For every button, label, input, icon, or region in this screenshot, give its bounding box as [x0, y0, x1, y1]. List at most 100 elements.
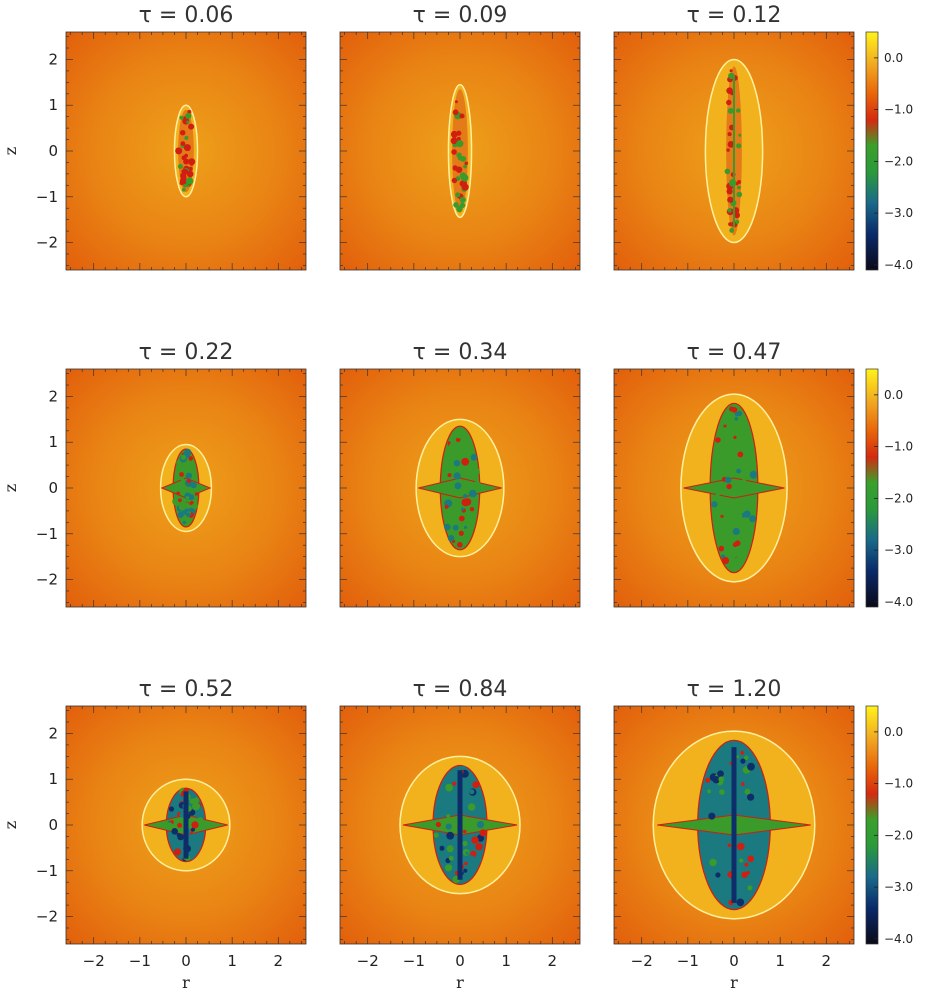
clump [188, 158, 196, 166]
colorbar-tick-label: −2.0 [884, 154, 913, 168]
clump [185, 496, 190, 500]
clump [459, 113, 465, 119]
colorbars-layer: 0.0−1.0−2.0−3.0−4.00.0−1.0−2.0−3.0−4.00.… [865, 31, 913, 946]
clump [450, 137, 458, 145]
clump [185, 472, 192, 479]
clump [736, 108, 741, 113]
clump [460, 432, 468, 439]
clump [180, 478, 185, 482]
clump [184, 135, 189, 140]
clump [182, 168, 189, 175]
clump [739, 794, 747, 802]
clump [456, 140, 464, 148]
clump [461, 498, 470, 507]
clump [451, 802, 457, 808]
clump [170, 838, 177, 846]
clump [462, 829, 467, 834]
clump [448, 855, 454, 861]
clump [459, 172, 467, 179]
y-tick-label: −1 [36, 525, 58, 543]
clump [717, 865, 726, 874]
clump [449, 443, 453, 447]
colorbar-scale [865, 31, 879, 271]
x-tick-label: 2 [274, 952, 284, 970]
clump [190, 482, 197, 489]
y-tick-label: −2 [36, 571, 58, 589]
panel-title: τ = 0.34 [413, 340, 508, 365]
clump [176, 491, 180, 496]
clump [179, 472, 184, 477]
x-tick-label: 0 [455, 952, 465, 970]
y-tick-label: 2 [48, 50, 58, 68]
clump [747, 793, 755, 801]
clump [729, 551, 733, 556]
clump [717, 770, 724, 778]
clump [739, 817, 748, 826]
colorbar-scale [865, 705, 879, 945]
panel-2: τ = 0.09 [339, 3, 581, 271]
y-tick-label: 2 [48, 387, 58, 405]
panel-6: τ = 0.47 [613, 340, 855, 608]
clump [726, 148, 730, 152]
clump [735, 487, 741, 494]
panel-7: τ = 0.52 −2 −1 0 1 2 z −2 −1 0 1 2 r [1, 677, 307, 992]
clump [453, 445, 459, 451]
clump [747, 885, 753, 891]
clump [726, 99, 732, 106]
clump [455, 192, 461, 198]
clump [729, 406, 735, 412]
colorbar-tick-label: −4.0 [884, 595, 913, 609]
panel-title: τ = 0.22 [139, 340, 234, 365]
panel-plot-area [141, 778, 231, 872]
clump [450, 509, 456, 514]
clump [715, 872, 721, 878]
clump [460, 441, 465, 445]
colorbar-tick-label: −3.0 [884, 543, 913, 557]
clump [736, 755, 740, 759]
panel-1: τ = 0.06 −2 −1 0 1 2 z [1, 3, 307, 271]
clump [192, 802, 201, 811]
clump [735, 219, 740, 224]
clump [744, 755, 749, 760]
y-tick-label: −2 [36, 908, 58, 926]
panel-3: τ = 0.12 [613, 3, 855, 271]
clump [726, 775, 733, 781]
panel-plot-area [399, 755, 521, 895]
colorbar-tick-label: −2.0 [884, 491, 913, 505]
clump [188, 494, 195, 501]
clump [727, 141, 735, 148]
panel-plot-area [704, 58, 764, 244]
clump [451, 149, 457, 155]
clump [479, 829, 487, 837]
clump [469, 507, 475, 512]
clump [446, 831, 455, 840]
clump [724, 476, 732, 484]
clump [194, 492, 198, 496]
clump [449, 436, 456, 443]
clump [720, 764, 726, 770]
clump [736, 842, 745, 851]
clump [461, 507, 465, 511]
clump [178, 498, 182, 503]
clump [747, 855, 754, 863]
clump [463, 164, 467, 169]
clump [452, 109, 459, 116]
clump [472, 467, 480, 476]
clump [455, 437, 461, 443]
clump [177, 833, 184, 841]
x-tick-label: −1 [677, 952, 699, 970]
x-tick-label: 0 [729, 952, 739, 970]
clump [721, 557, 730, 565]
colorbar-tick-label: −4.0 [884, 932, 913, 946]
clump [707, 789, 711, 794]
y-tick-label: −2 [36, 234, 58, 252]
clump [182, 188, 186, 192]
clump [720, 514, 724, 518]
clump [460, 156, 467, 162]
clump [467, 803, 476, 811]
clump [174, 848, 182, 856]
clump [451, 177, 458, 184]
clump [740, 758, 746, 764]
clump [715, 437, 721, 443]
